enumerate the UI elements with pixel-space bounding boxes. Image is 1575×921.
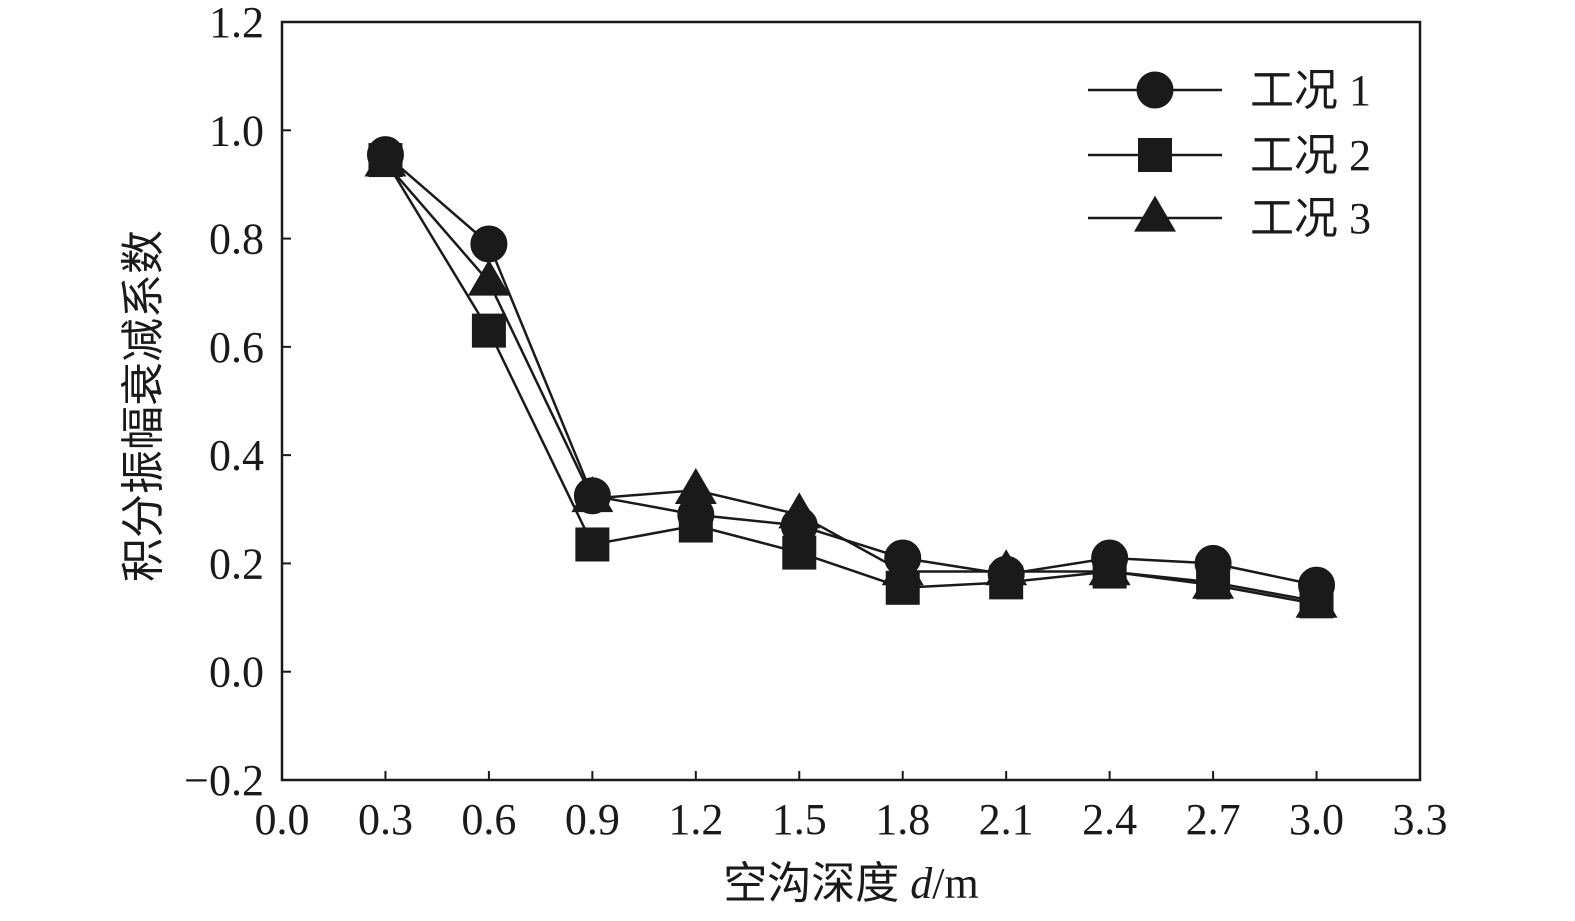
legend-label: 工况 2 [1250, 131, 1371, 180]
series-2-point [575, 527, 610, 562]
series-3-point [1088, 549, 1131, 586]
legend-item-2: 工况 2 [1088, 131, 1371, 180]
x-tick-label: 0.9 [565, 795, 620, 844]
series-3-point [985, 549, 1028, 586]
series-3-markers [364, 140, 1338, 618]
plot-layer [364, 136, 1338, 619]
x-tick-label: 0.3 [358, 795, 413, 844]
y-tick-label: 0.2 [209, 539, 264, 588]
y-tick-label: 1.0 [209, 106, 264, 155]
legend: 工况 1 工况 2 工况 3 [1088, 66, 1371, 243]
x-tick-label: 2.1 [979, 795, 1034, 844]
series-2-point [678, 508, 713, 543]
y-axis-title: 积分振幅衰减系数 [119, 230, 168, 582]
x-tick-label: 2.4 [1082, 795, 1137, 844]
series-3-point [1295, 581, 1338, 618]
legend-label: 工况 3 [1250, 194, 1371, 243]
series-3-point [467, 259, 510, 296]
x-tick-label: 0.6 [461, 795, 516, 844]
x-tick-label: 2.7 [1186, 795, 1241, 844]
x-tick-label: 1.5 [772, 795, 827, 844]
legend-label: 工况 1 [1250, 66, 1371, 115]
x-tick-label: 3.0 [1289, 795, 1344, 844]
series-3-point [881, 549, 924, 586]
series-3-point [1192, 562, 1235, 599]
series-3-line [384, 161, 1317, 606]
axis-layer: 0.0 0.3 0.6 0.9 1.2 1.5 1.8 2.1 2.4 2.7 3.0 3.3 −0.2… [119, 0, 1448, 908]
y-tick-label: 0.4 [209, 431, 264, 480]
legend-item-1: 工况 1 [1088, 66, 1371, 115]
x-tick-label: 1.2 [668, 795, 723, 844]
series-3-point [571, 476, 614, 513]
y-tick-label: 1.2 [209, 0, 264, 47]
series-2-line [384, 159, 1317, 603]
y-tick-label: −0.2 [184, 756, 264, 805]
series-1-point [470, 225, 508, 263]
y-tick-label: 0.6 [209, 323, 264, 372]
legend-marker [1136, 71, 1174, 109]
x-tick-label: 1.8 [875, 795, 930, 844]
y-tick-label: 0.0 [209, 648, 264, 697]
series-3 [384, 161, 1317, 606]
series-3-point [778, 492, 821, 529]
series-2-point [471, 313, 506, 348]
legend-marker [1134, 195, 1176, 232]
x-tick-label: 0.0 [255, 795, 310, 844]
series-2 [384, 159, 1317, 603]
x-tick-label: 3.3 [1393, 795, 1448, 844]
series-1-markers [366, 136, 1336, 604]
series-3-point [674, 468, 717, 505]
plot-frame [280, 20, 1422, 782]
legend-marker [1138, 138, 1172, 172]
y-tick-label: 0.8 [209, 215, 264, 264]
x-axis-title: 空沟深度 d/m [723, 859, 978, 908]
legend-item-3: 工况 3 [1088, 194, 1371, 243]
series-2-point [782, 535, 817, 570]
series-3-point [364, 140, 407, 177]
